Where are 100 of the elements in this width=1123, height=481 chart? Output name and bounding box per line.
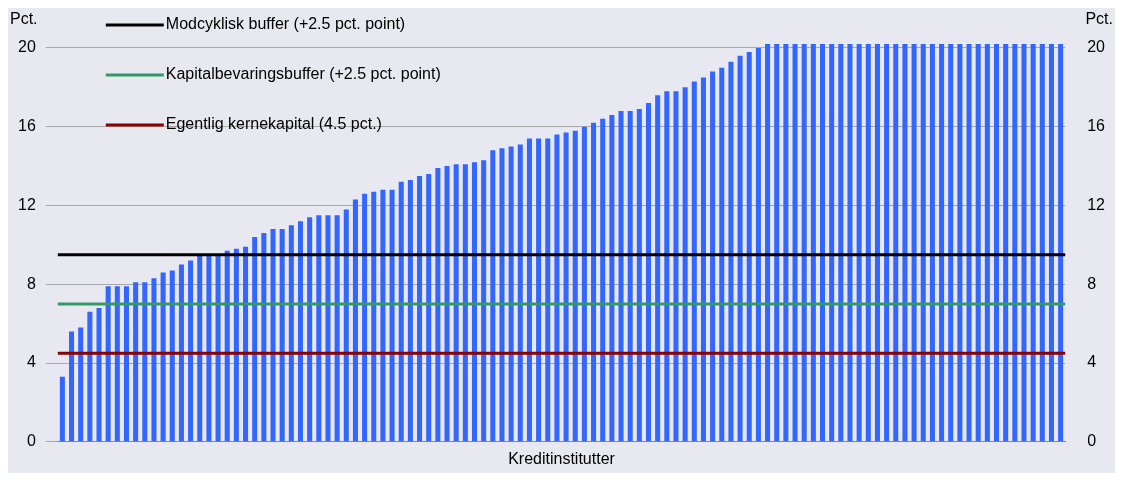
bar — [252, 236, 258, 442]
bar — [444, 166, 450, 442]
bar — [984, 44, 990, 442]
legend-label: Modcyklisk buffer (+2.5 pct. point) — [165, 15, 406, 33]
bar — [911, 44, 917, 442]
bar — [1012, 44, 1018, 442]
y-tick-label: 8 — [26, 274, 36, 292]
bar — [490, 150, 496, 442]
bar — [847, 44, 853, 442]
bar — [1048, 44, 1054, 442]
bar — [197, 254, 203, 442]
bar — [755, 47, 761, 442]
bar — [636, 108, 642, 442]
bar — [563, 132, 569, 442]
bar — [737, 55, 743, 442]
bar — [838, 44, 844, 442]
bar — [1021, 44, 1027, 442]
bar — [362, 193, 368, 442]
bar — [426, 173, 432, 442]
bar — [96, 307, 102, 442]
bar — [188, 260, 194, 442]
bar — [508, 146, 514, 442]
y2-tick-label: 12 — [1087, 195, 1106, 213]
bar — [169, 270, 175, 442]
bar — [673, 91, 679, 442]
bar — [114, 286, 120, 442]
bar — [517, 144, 523, 442]
bar — [352, 199, 358, 442]
bar — [746, 51, 752, 442]
y2-axis-title: Pct. — [1085, 10, 1113, 28]
bar — [307, 217, 313, 442]
y-tick-label: 16 — [18, 117, 36, 135]
bar — [178, 264, 184, 442]
bar — [682, 87, 688, 442]
bar — [966, 44, 972, 442]
bar — [160, 272, 166, 442]
y2-tick-label: 20 — [1087, 38, 1106, 56]
bar — [536, 138, 542, 442]
bar — [948, 44, 954, 442]
bar — [288, 225, 294, 442]
bar — [224, 250, 230, 442]
bar — [581, 126, 587, 442]
bar — [856, 44, 862, 442]
bar — [471, 162, 478, 442]
bar — [123, 286, 129, 442]
bar — [591, 122, 597, 442]
bar — [261, 233, 267, 442]
bar — [407, 179, 413, 442]
bar — [206, 254, 212, 442]
bar — [710, 71, 716, 442]
bar — [865, 44, 871, 442]
bar — [545, 138, 551, 442]
bar — [243, 246, 249, 442]
bar — [893, 44, 899, 442]
bar — [884, 44, 890, 442]
bar — [609, 114, 615, 442]
bar — [1003, 44, 1009, 442]
bar — [462, 164, 468, 442]
legend-label: Kapitalbevaringsbuffer (+2.5 pct. point) — [165, 65, 441, 83]
bar — [380, 189, 386, 442]
bar — [69, 331, 75, 442]
bar — [297, 221, 304, 442]
bar — [957, 44, 963, 442]
bar — [929, 44, 935, 442]
bar — [920, 44, 926, 442]
bar — [1039, 44, 1045, 442]
bar — [279, 229, 285, 442]
bar — [1058, 44, 1064, 442]
bar — [719, 67, 725, 442]
bar — [215, 254, 221, 442]
bar — [325, 215, 331, 442]
bar — [1030, 44, 1036, 442]
bar — [59, 376, 65, 442]
bar — [343, 209, 349, 442]
bar — [142, 282, 148, 442]
bar — [801, 44, 807, 442]
bar — [994, 44, 1000, 442]
y-tick-label: 4 — [26, 353, 36, 371]
bar — [554, 134, 560, 442]
y2-tick-label: 4 — [1087, 353, 1097, 371]
y-axis-title: Pct. — [10, 10, 38, 28]
bar — [829, 44, 835, 442]
bar — [819, 44, 826, 442]
bar — [792, 44, 798, 442]
bar — [87, 311, 93, 442]
bar — [389, 189, 395, 442]
y-tick-label: 20 — [18, 38, 36, 56]
bar — [499, 148, 505, 442]
y2-tick-label: 8 — [1087, 274, 1097, 292]
bar — [270, 229, 276, 442]
y2-tick-label: 16 — [1087, 117, 1106, 135]
bar — [691, 81, 697, 442]
y-tick-label: 12 — [18, 195, 36, 213]
bar — [902, 44, 908, 442]
bar — [371, 191, 377, 442]
bar — [435, 168, 441, 442]
bar — [618, 110, 624, 442]
bar — [572, 130, 578, 442]
bar — [151, 278, 157, 442]
bar — [417, 175, 423, 442]
